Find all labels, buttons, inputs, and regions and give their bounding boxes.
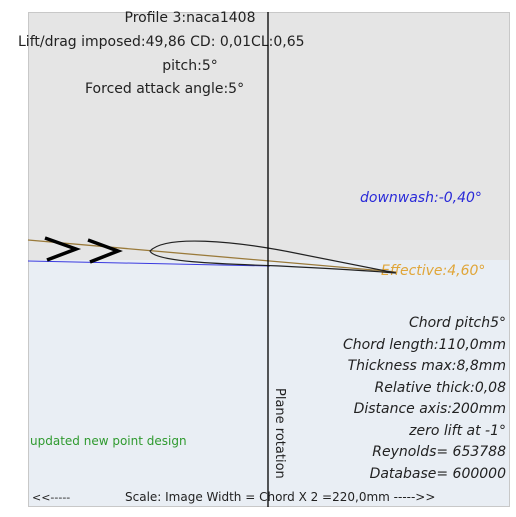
flow-direction-arrow-icon (44, 236, 82, 262)
flow-direction-arrow-icon (87, 238, 123, 264)
spec-reynolds: Reynolds= 653788 (372, 444, 506, 460)
upper-region (29, 13, 509, 260)
scale-label: Scale: Image Width = Chord X 2 =220,0mm … (125, 490, 436, 504)
spec-thickness-max: Thickness max:8,8mm (347, 358, 506, 374)
effective-label: Effective:4,60° (381, 263, 486, 279)
spec-database: Database= 600000 (369, 465, 506, 482)
scroll-left-arrow[interactable]: <<----- (32, 491, 71, 504)
plot-frame (28, 12, 510, 507)
forced-attack-label: Forced attack angle:5° (85, 81, 245, 97)
lower-region (29, 260, 509, 506)
chord-line (27, 239, 397, 273)
lift-drag-label: Lift/drag imposed:49,86 CD: 0,01CL:0,65 (18, 34, 305, 50)
pitch-label: pitch:5° (162, 58, 218, 74)
downwash-label: downwash:-0,40° (360, 190, 482, 206)
spec-zero-lift: zero lift at -1° (409, 422, 506, 439)
airfoil-profile (149, 240, 397, 274)
downwash-line (27, 260, 271, 267)
spec-relative-thick: Relative thick:0,08 (374, 379, 506, 396)
spec-chord-length: Chord length:110,0mm (342, 336, 506, 353)
status-message: updated new point design (30, 434, 187, 448)
spec-chord-pitch: Chord pitch5° (408, 315, 506, 331)
spec-distance-axis: Distance axis:200mm (353, 401, 506, 417)
plane-rotation-label: Plane rotation (272, 388, 287, 479)
profile-label: Profile 3:naca1408 (124, 10, 256, 26)
specs-block: Chord pitch5° Chord length:110,0mm Thick… (286, 313, 506, 485)
